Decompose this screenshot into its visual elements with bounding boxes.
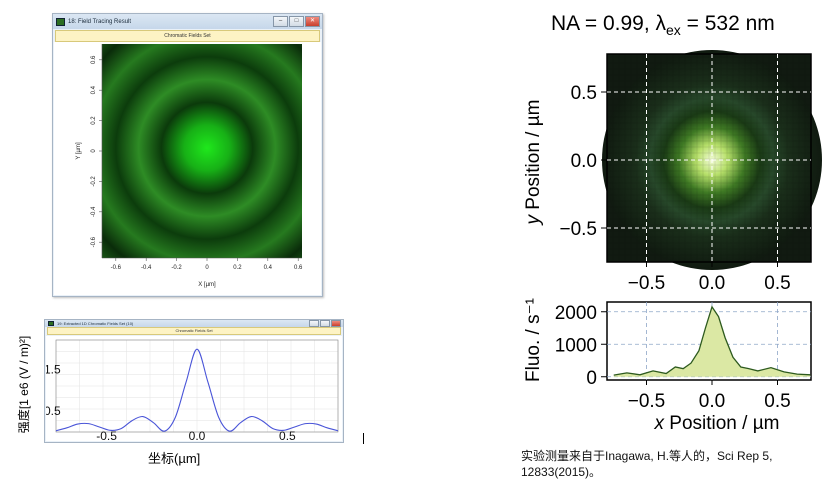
image-y-tick-label: 0.0 (571, 151, 597, 172)
sim-x-tick-label: 0.6 (294, 265, 303, 271)
sim-y-axis-label: Y [µm] (76, 142, 82, 160)
profile-y-tick-label: 0.5 (46, 404, 61, 418)
simulation-window-subtitle: Chromatic Fields Set (55, 30, 320, 42)
sim-x-axis-label: X [µm] (198, 282, 216, 288)
fluo-x-tick-label: −0.5 (628, 391, 666, 412)
sim-y-tick-label: 0.2 (91, 116, 97, 125)
field-intensity-map: -0.6 -0.4 -0.2 0 0.2 0.4 0.6 0.6 0.4 0.2 0 -0.2 -0.… (76, 44, 303, 288)
profile-y-tick-label: 1.5 (46, 362, 61, 376)
image-y-tick-label: −0.5 (559, 219, 597, 240)
intensity-profile-chart: -0.5 0.0 0.5 1.5 0.5 (44, 339, 339, 443)
fluo-line (613, 305, 811, 376)
profile-series-line (55, 348, 339, 432)
fluo-x-tick-label: 0.0 (699, 391, 725, 412)
text-cursor (363, 433, 364, 444)
simulation-window: 18: Field Tracing Result – □ ✕ Chromatic… (52, 13, 323, 297)
profile-close-button[interactable] (331, 320, 341, 327)
close-button[interactable]: ✕ (305, 16, 320, 27)
sim-x-tick-label: 0.4 (264, 265, 273, 271)
app-icon (56, 17, 65, 26)
image-x-tick-label: 0.0 (699, 273, 725, 294)
sim-y-tick-label: -0.2 (91, 176, 97, 187)
image-x-tick-label: −0.5 (628, 273, 666, 294)
simulation-plot-area: -0.6 -0.4 -0.2 0 0.2 0.4 0.6 0.6 0.4 0.2 0 -0.2 -0.… (54, 42, 321, 295)
profile-x-tick-label: 0.0 (189, 429, 206, 442)
sim-x-tick-label: 0.2 (233, 265, 242, 271)
profile-window: 19: Extracted 1D Chromatic Fields Set (1… (44, 319, 344, 443)
profile-minimize-button[interactable] (309, 320, 319, 327)
profile-plot-area: -0.5 0.0 0.5 1.5 0.5 (44, 336, 342, 443)
simulation-window-titlebar[interactable]: 18: Field Tracing Result (53, 14, 322, 29)
profile-x-axis-label: 坐标(µm] (148, 451, 201, 466)
fluo-x-tick-label: 0.5 (764, 391, 790, 412)
profile-y-label-wrap: 强度[1 e6 (V / m)²] (12, 326, 32, 441)
title-text: NA = 0.99, λ (551, 12, 666, 35)
image-y-tick-label: 0.5 (571, 83, 597, 104)
profile-y-axis-label: 强度[1 e6 (V / m)²] (17, 335, 31, 434)
fluo-y-tick-label: 1000 (555, 335, 597, 356)
footnote: 实验测量来自于Inagawa, H.等人的，Sci Rep 5, 12833(2… (521, 449, 773, 479)
image-y-axis-label: y Position / µm (523, 100, 544, 227)
image-x-tick-label: 0.5 (764, 273, 790, 294)
profile-window-title: 19: Extracted 1D Chromatic Fields Set (1… (57, 321, 134, 326)
field-rings (102, 44, 302, 258)
profile-x-tick-label: -0.5 (96, 429, 117, 442)
fluo-y-tick-label: 2000 (555, 303, 597, 324)
profile-window-subtitle: Chromatic Fields Set (47, 327, 341, 335)
simulation-window-title: 18: Field Tracing Result (68, 18, 132, 25)
fluo-x-axis-label: x Position / µm (654, 413, 780, 434)
sim-y-tick-label: 0.4 (91, 85, 97, 94)
profile-window-titlebar[interactable]: 19: Extracted 1D Chromatic Fields Set (1… (45, 320, 343, 327)
fluo-y-axis-label: Fluo. / s⁻¹ (523, 298, 544, 382)
sim-x-tick-label: -0.4 (141, 265, 152, 271)
sim-y-tick-label: -0.4 (91, 206, 97, 217)
app-icon-small (48, 321, 54, 326)
experiment-figure: 0.5 0.0 −0.5 −0.5 0.0 0.5 y Position / µm 20… (523, 45, 835, 434)
profile-x-tick-label: 0.5 (279, 429, 296, 442)
experiment-title: NA = 0.99, λex = 532 nm (551, 12, 775, 39)
sim-y-tick-label: 0.6 (91, 55, 97, 64)
sim-x-tick-label: 0 (205, 265, 209, 271)
sim-y-tick-label: -0.6 (91, 236, 97, 247)
fluo-y-tick-label: 0 (586, 368, 597, 389)
profile-maximize-button[interactable] (320, 320, 330, 327)
sim-x-tick-label: -0.2 (171, 265, 182, 271)
sim-y-tick-label: 0 (91, 149, 97, 153)
maximize-button[interactable]: □ (289, 16, 304, 27)
fluo-area (613, 306, 811, 377)
sim-x-tick-label: -0.6 (111, 265, 122, 271)
minimize-button[interactable]: – (273, 16, 288, 27)
